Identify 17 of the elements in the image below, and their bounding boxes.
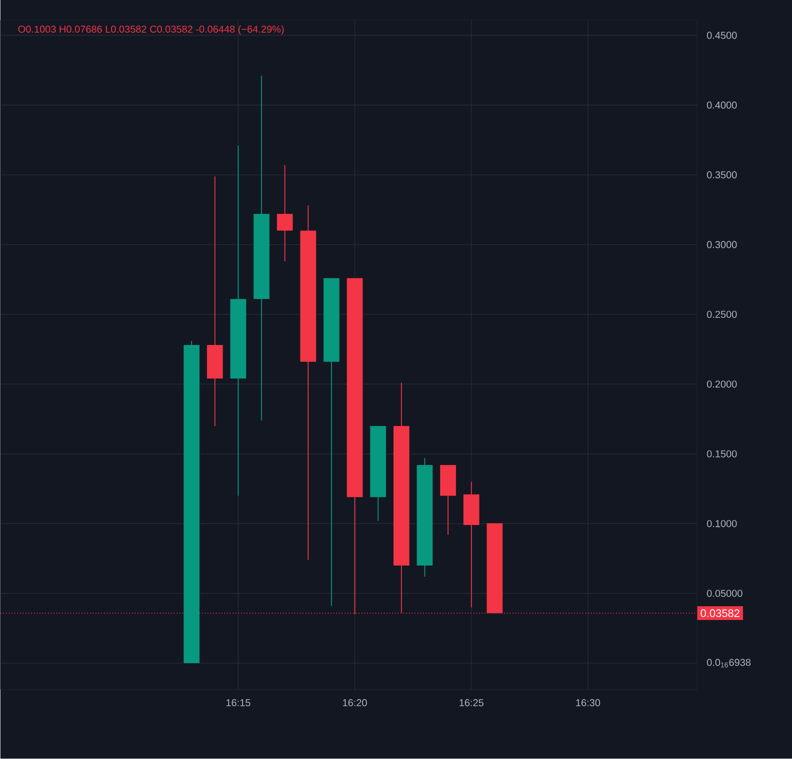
y-tick-label: 0.0$_{16}$6938 <box>706 659 751 668</box>
ref-line-label: 0.03582 <box>700 609 740 618</box>
y-tick-label: 0.3500 <box>706 171 737 179</box>
x-tick-label: 16:30 <box>576 699 600 706</box>
y-tick-label: 0.3000 <box>706 241 737 248</box>
y-tick-label: 0.05000 <box>706 590 742 598</box>
x-tick-label: 16:15 <box>226 699 250 706</box>
y-tick-label: 0.4000 <box>706 102 737 109</box>
y-tick-label: 0.2500 <box>706 311 737 318</box>
x-tick-label: 16:25 <box>460 699 484 706</box>
y-tick-label: 0.2000 <box>706 380 737 388</box>
y-tick-label: 0.1000 <box>706 520 737 528</box>
candlestick <box>276 164 293 262</box>
annotation: O0.1003 H0.07686 L0.03582 C0.03582 -0.06448 (−64.29%) <box>18 26 284 35</box>
y-tick-label: 0.4500 <box>706 32 737 40</box>
y-tick-label: 0.1500 <box>706 450 737 458</box>
x-tick-label: 16:20 <box>343 699 367 706</box>
